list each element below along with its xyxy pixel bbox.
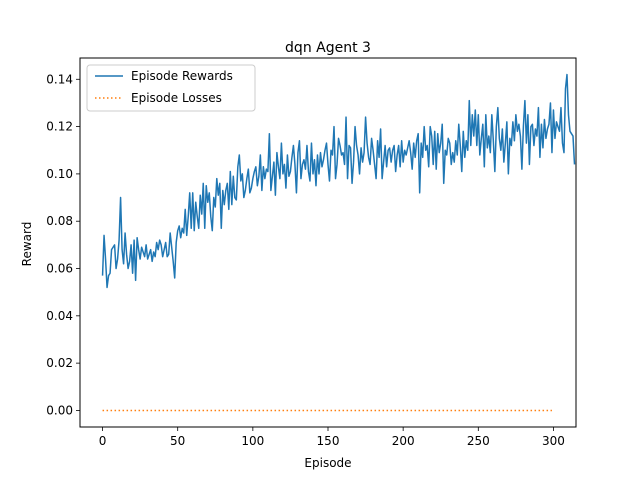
y-tick-label: 0.06	[46, 262, 73, 276]
y-axis: 0.00 0.02 0.04 0.06 0.08 0.10 0.12 0.14	[46, 72, 80, 417]
legend: Episode Rewards Episode Losses	[86, 64, 256, 112]
plot-area	[101, 73, 576, 412]
legend-label-1: Episode Rewards	[131, 69, 233, 83]
x-tick-label: 300	[542, 434, 565, 448]
series-line-1	[101, 73, 576, 289]
y-tick-label: 0.10	[46, 167, 73, 181]
y-tick-label: 0.12	[46, 120, 73, 134]
x-tick-label: 0	[99, 434, 107, 448]
legend-box	[86, 64, 256, 112]
y-tick-label: 0.02	[46, 356, 73, 370]
y-tick-label: 0.14	[46, 72, 73, 86]
y-tick-label: 0.00	[46, 403, 73, 417]
x-axis: 0 50 100 150 200 250 300	[99, 427, 565, 448]
x-tick-label: 150	[317, 434, 340, 448]
x-axis-label: Episode	[304, 456, 351, 470]
x-tick-label: 100	[241, 434, 264, 448]
chart-title: dqn Agent 3	[285, 40, 371, 56]
x-tick-label: 250	[467, 434, 490, 448]
legend-label-2: Episode Losses	[131, 91, 222, 105]
axes-frame	[79, 57, 577, 428]
y-tick-label: 0.08	[46, 214, 73, 228]
y-tick-label: 0.04	[46, 309, 73, 323]
x-tick-label: 50	[170, 434, 185, 448]
x-tick-label: 200	[392, 434, 415, 448]
y-axis-label: Reward	[20, 222, 34, 267]
